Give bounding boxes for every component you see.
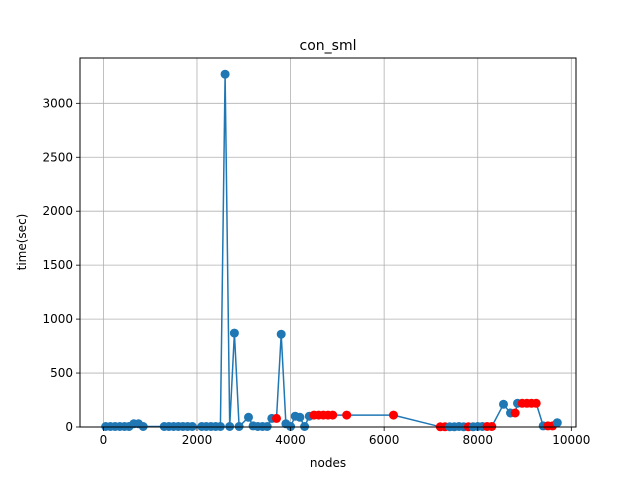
x-tick-label: 2000 xyxy=(182,433,213,447)
data-point-highlighted xyxy=(328,410,338,420)
data-point xyxy=(499,399,508,409)
data-point xyxy=(276,329,286,339)
data-point xyxy=(220,69,230,79)
data-point-highlighted xyxy=(531,398,541,408)
x-tick-label: 6000 xyxy=(369,433,400,447)
data-point xyxy=(244,412,253,422)
y-tick-label: 0 xyxy=(65,420,73,434)
data-point xyxy=(229,328,239,338)
data-point-highlighted xyxy=(389,410,398,420)
data-point-highlighted xyxy=(342,410,352,420)
x-tick-label: 10000 xyxy=(552,433,590,447)
data-point xyxy=(552,418,562,428)
y-tick-label: 2000 xyxy=(42,204,73,218)
x-axis-label: nodes xyxy=(310,456,346,470)
grid xyxy=(80,58,576,428)
y-tick-label: 1500 xyxy=(42,258,73,272)
x-tick-label: 8000 xyxy=(462,433,493,447)
y-axis-label: time(sec) xyxy=(15,214,29,271)
data-point xyxy=(295,412,305,422)
chart-title: con_sml xyxy=(300,38,357,54)
data-point-highlighted xyxy=(272,413,281,423)
y-tick-label: 1000 xyxy=(42,312,73,326)
axis-ticks: 0 2000 4000 6000 8000 10000 0 500 1000 1500 2000 25… xyxy=(42,96,590,447)
y-tick-label: 500 xyxy=(50,366,73,380)
y-tick-label: 2500 xyxy=(42,150,73,164)
data-point-highlighted xyxy=(510,408,520,418)
data-series xyxy=(101,69,562,432)
plot-frame xyxy=(79,57,577,428)
x-tick-label: 4000 xyxy=(275,433,306,447)
y-tick-label: 3000 xyxy=(42,96,73,110)
x-tick-label: 0 xyxy=(100,433,108,447)
